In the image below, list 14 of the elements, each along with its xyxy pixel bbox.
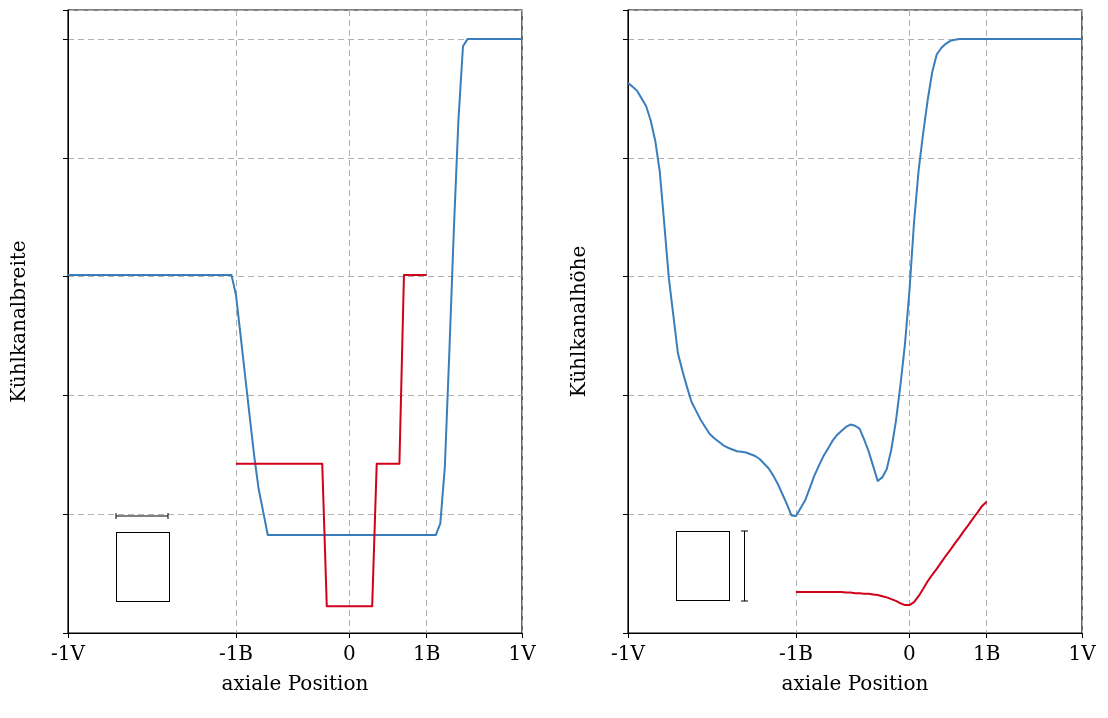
x-tick-label: 1B <box>412 641 441 665</box>
x-tick-label: 0 <box>343 641 356 665</box>
x-tick-label: -1B <box>778 641 814 665</box>
x-axis-title: axiale Position <box>781 671 929 695</box>
x-tick-label: -1V <box>51 641 86 665</box>
x-tick-label: 0 <box>903 641 916 665</box>
y-axis-title: Kühlkanalhöhe <box>566 245 590 398</box>
x-tick-label: 1V <box>508 641 537 665</box>
x-axis-title: axiale Position <box>221 671 369 695</box>
x-tick-label: 1V <box>1068 641 1097 665</box>
x-tick-label: -1V <box>611 641 646 665</box>
x-tick-label: -1B <box>218 641 254 665</box>
x-tick-label: 1B <box>972 641 1001 665</box>
y-axis-title: Kühlkanalbreite <box>6 240 30 403</box>
